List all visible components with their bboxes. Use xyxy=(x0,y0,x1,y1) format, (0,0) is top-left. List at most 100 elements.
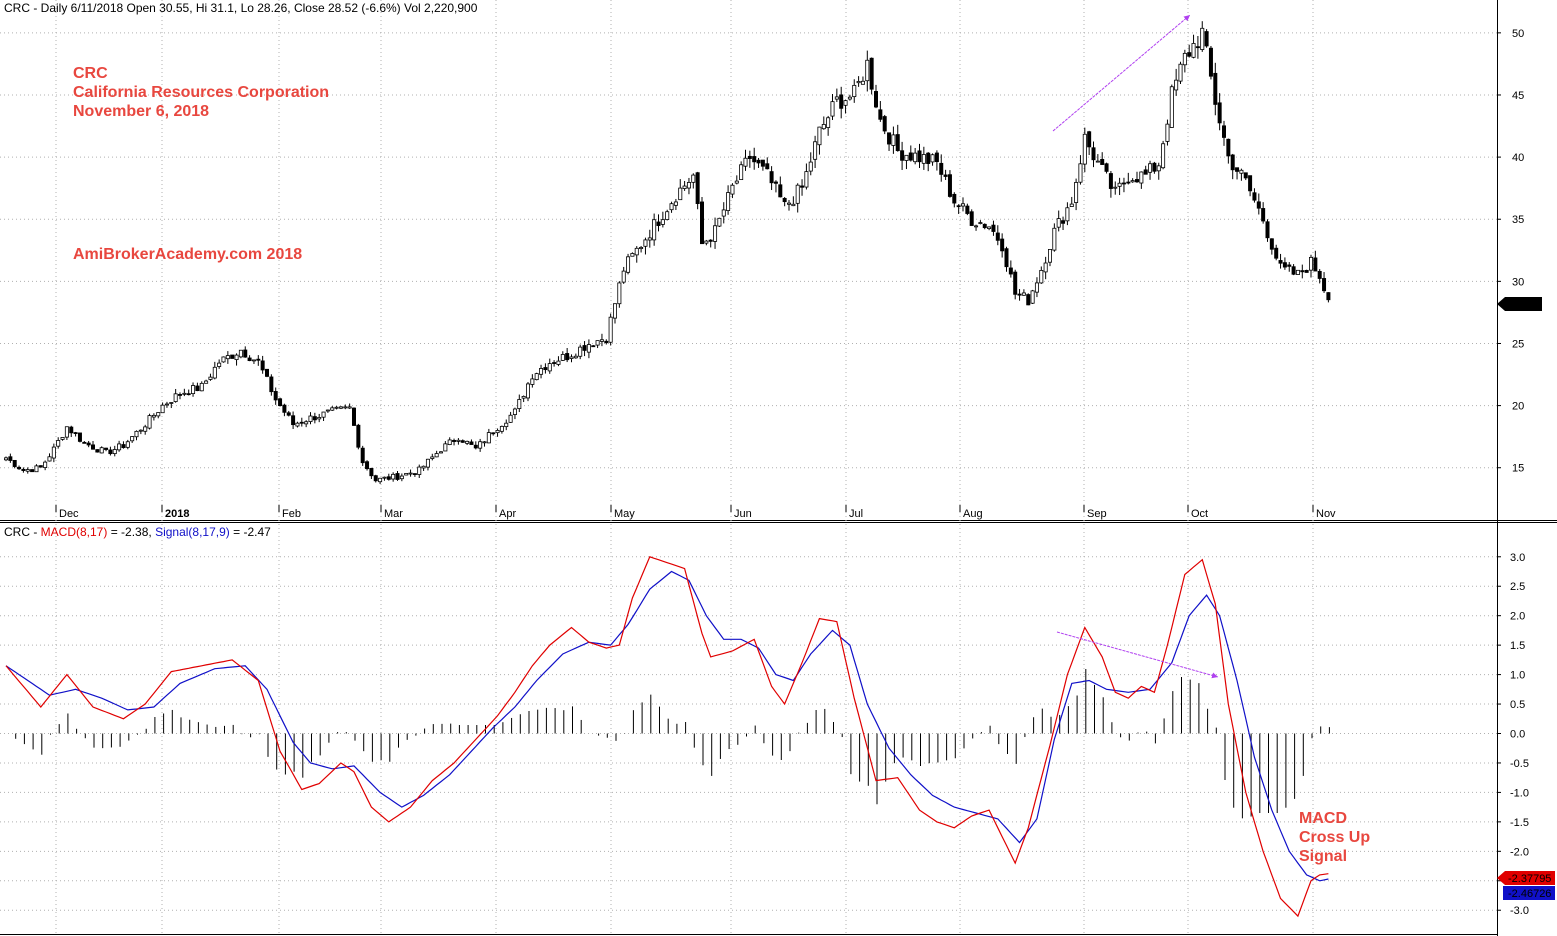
candle xyxy=(308,412,313,425)
candle-body xyxy=(60,437,65,440)
candle-body xyxy=(1295,269,1300,275)
candle-body xyxy=(726,192,731,211)
candle xyxy=(264,368,269,378)
candle xyxy=(1248,175,1253,197)
candle xyxy=(173,388,178,403)
candle-body xyxy=(360,447,365,464)
annotation-company: California Resources Corporation xyxy=(73,84,329,101)
candle-body xyxy=(208,376,213,380)
candle xyxy=(578,344,583,360)
candle xyxy=(656,214,661,232)
candle xyxy=(99,446,104,454)
candle xyxy=(169,402,174,409)
candle xyxy=(878,101,883,122)
candle xyxy=(560,351,565,361)
candle xyxy=(225,351,230,364)
candle-body xyxy=(1191,43,1196,58)
macd-tick-label: -1.0 xyxy=(1510,787,1529,799)
candle-body xyxy=(595,340,600,346)
candle-body xyxy=(99,447,104,454)
candle xyxy=(1113,181,1118,195)
candle xyxy=(721,202,726,224)
candle xyxy=(1226,138,1231,164)
month-axis: Dec 2018 Feb Mar Apr May Jun Jul Aug Sep Oct Nov xyxy=(55,505,1336,520)
candle-body xyxy=(730,184,735,195)
candle-body xyxy=(917,150,922,163)
candle xyxy=(882,114,887,135)
candle-body xyxy=(843,100,848,106)
candle xyxy=(64,426,69,440)
candle-body xyxy=(573,355,578,359)
candle-body xyxy=(869,57,874,90)
candle-body xyxy=(21,468,26,471)
candle xyxy=(1135,171,1140,183)
candle xyxy=(630,252,635,257)
candle-body xyxy=(221,356,226,363)
candle xyxy=(917,143,922,168)
candle xyxy=(421,465,426,471)
candle-body xyxy=(582,345,587,351)
candle-body xyxy=(530,378,535,385)
candle-body xyxy=(1030,290,1035,304)
candle xyxy=(865,50,870,92)
candle xyxy=(1326,292,1331,303)
candle-body xyxy=(234,354,239,361)
candle xyxy=(143,424,148,435)
candle-body xyxy=(1034,282,1039,293)
candle xyxy=(1021,289,1026,296)
candle-body xyxy=(238,349,243,358)
candle-body xyxy=(847,96,852,100)
candlestick-series xyxy=(4,21,1331,484)
candle-body xyxy=(617,282,622,305)
candle-body xyxy=(804,171,809,188)
month-label: Apr xyxy=(499,508,516,520)
macd-tick-label: 1.0 xyxy=(1510,670,1525,682)
candle-body xyxy=(1065,207,1070,222)
macd-tick-label: -2.0 xyxy=(1510,846,1529,858)
candle-body xyxy=(438,451,443,454)
candle xyxy=(1165,119,1170,146)
candle-body xyxy=(1061,220,1066,224)
candle xyxy=(1148,160,1153,180)
macd-header-macd-label: MACD(8,17) xyxy=(41,525,108,539)
candle xyxy=(1252,188,1257,203)
candle-body xyxy=(1304,269,1309,273)
candle xyxy=(21,467,26,473)
candle xyxy=(773,180,778,193)
candle-body xyxy=(217,362,222,367)
candle xyxy=(69,425,74,438)
candle-body xyxy=(1322,278,1327,292)
signal-last-label: -2.46726 xyxy=(1508,888,1551,900)
candle xyxy=(599,333,604,347)
candle-body xyxy=(773,181,778,184)
candle xyxy=(482,441,487,447)
macd-last-tag: -2.37795 xyxy=(1497,871,1555,885)
candle-body xyxy=(1282,262,1287,268)
candle xyxy=(1261,202,1266,224)
price-header: CRC - Daily 6/11/2018 Open 30.55, Hi 31.… xyxy=(4,1,478,15)
candle-body xyxy=(382,476,387,479)
candle xyxy=(765,157,770,170)
candle-body xyxy=(1108,173,1113,189)
candle-body xyxy=(1182,52,1187,66)
price-axis: 15 20 25 30 35 40 45 50 xyxy=(1497,28,1524,475)
candle-body xyxy=(826,117,831,128)
candle xyxy=(325,409,330,413)
candle xyxy=(1087,130,1092,156)
candle xyxy=(1069,196,1074,207)
candle-body xyxy=(195,385,200,392)
candle-body xyxy=(338,406,343,409)
macd-line xyxy=(5,556,1329,918)
candle-body xyxy=(1326,292,1331,301)
candle xyxy=(1013,269,1018,300)
candle xyxy=(1104,162,1109,174)
candle xyxy=(495,428,500,437)
candle xyxy=(565,348,570,363)
candle xyxy=(369,467,374,479)
candle xyxy=(1117,177,1122,196)
candle xyxy=(321,411,326,421)
candle-body xyxy=(956,205,961,208)
candle xyxy=(212,361,217,380)
candle-body xyxy=(865,59,870,82)
last-price-tag: 28.52 xyxy=(1497,297,1542,311)
